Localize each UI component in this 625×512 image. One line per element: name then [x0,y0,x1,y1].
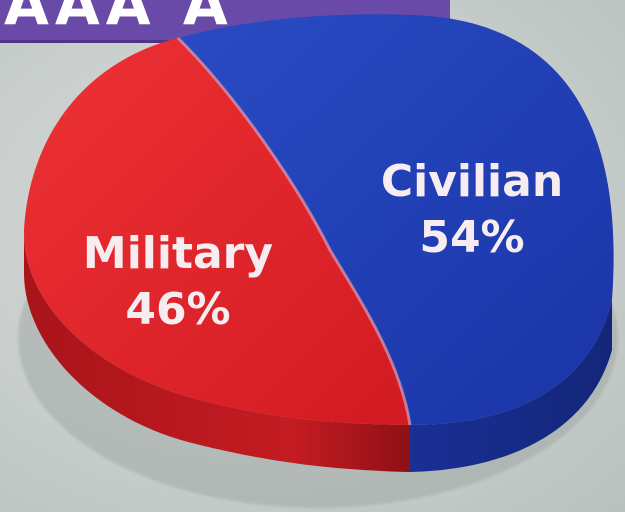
pie-slice-military [23,38,410,425]
pie-slice-divider [176,36,412,426]
slice-label-military: Military [83,228,273,279]
title-banner-text-fragment: AAA A [4,0,234,38]
pie-slice-side-military [23,230,410,472]
slice-value-civilian: 54% [419,212,524,263]
slice-value-military: 46% [125,284,230,335]
pie-slice-side-civilian [410,300,612,472]
slice-label-civilian: Civilian [381,156,563,207]
pie-slice-civilian [178,14,614,425]
